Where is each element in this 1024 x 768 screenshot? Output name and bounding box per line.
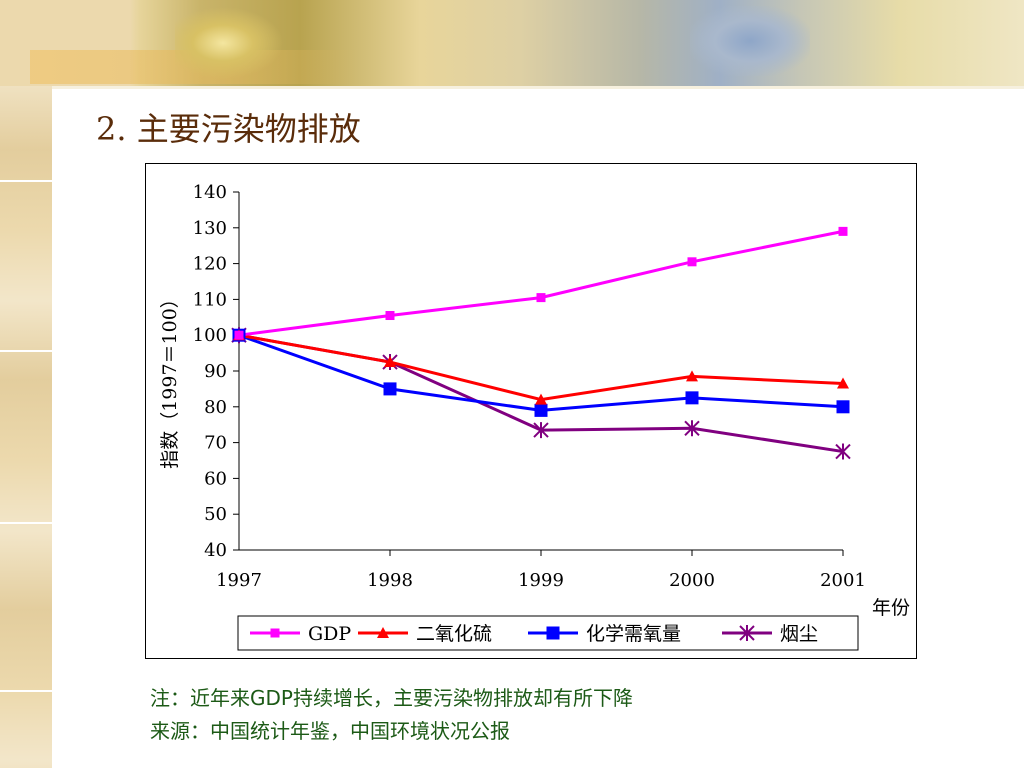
data-point <box>533 422 549 439</box>
data-point <box>385 311 395 321</box>
y-tick-label: 50 <box>204 504 227 525</box>
decorative-left-strip <box>0 0 52 768</box>
y-tick-label: 90 <box>204 361 227 382</box>
data-point <box>383 382 397 396</box>
x-axis-title: 年份 <box>872 597 910 619</box>
legend-label: GDP <box>308 623 351 645</box>
legend-marker <box>270 628 280 638</box>
data-point <box>234 330 244 340</box>
data-point <box>384 356 396 368</box>
y-tick-label: 120 <box>193 254 227 275</box>
series-line-0 <box>238 229 844 337</box>
data-point <box>686 370 698 382</box>
x-tick-label: 1997 <box>216 570 262 591</box>
data-point <box>835 443 851 460</box>
y-tick-label: 100 <box>193 325 227 346</box>
y-tick-label: 60 <box>204 468 227 489</box>
legend-label: 二氧化硫 <box>416 623 492 645</box>
page-title: 2. 主要污染物排放 <box>96 110 361 148</box>
data-point <box>535 393 547 405</box>
decorative-banner <box>0 0 1024 89</box>
legend-label: 烟尘 <box>780 623 818 645</box>
source-line: 来源：中国统计年鉴，中国环境状况公报 <box>150 719 510 743</box>
line-chart: 40 50 60 70 80 90 100 110 120 130 140 1997 1998 1999 2… <box>159 182 910 651</box>
note-line: 注：近年来GDP持续增长，主要污染物排放却有所下降 <box>150 686 633 710</box>
x-tick-label: 2000 <box>669 570 715 591</box>
legend-marker <box>377 627 389 638</box>
chart-container: 40 50 60 70 80 90 100 110 120 130 140 1997 1998 1999 2… <box>145 163 917 659</box>
data-point <box>536 293 546 303</box>
y-axis-title: 指数（1997＝100） <box>159 289 181 469</box>
y-tick-label: 140 <box>193 182 227 203</box>
x-tick-label: 2001 <box>820 570 866 591</box>
y-tick-label: 40 <box>204 540 227 561</box>
data-point <box>685 391 699 405</box>
x-tick-label: 1999 <box>518 570 564 591</box>
data-point <box>838 226 848 236</box>
legend-marker <box>546 626 560 640</box>
y-tick-label: 130 <box>193 218 227 239</box>
slide-notes: 注：近年来GDP持续增长，主要污染物排放却有所下降 来源：中国统计年鉴，中国环境… <box>150 682 633 748</box>
data-point <box>836 400 850 414</box>
y-tick-label: 70 <box>204 433 227 454</box>
data-point <box>684 420 700 437</box>
data-point <box>687 257 697 267</box>
y-tick-label: 110 <box>193 289 227 310</box>
legend-marker <box>739 625 755 641</box>
x-tick-label: 1998 <box>367 570 413 591</box>
data-point <box>534 403 548 417</box>
data-point <box>837 377 849 389</box>
y-tick-label: 80 <box>204 397 227 418</box>
legend-label: 化学需氧量 <box>586 623 681 645</box>
